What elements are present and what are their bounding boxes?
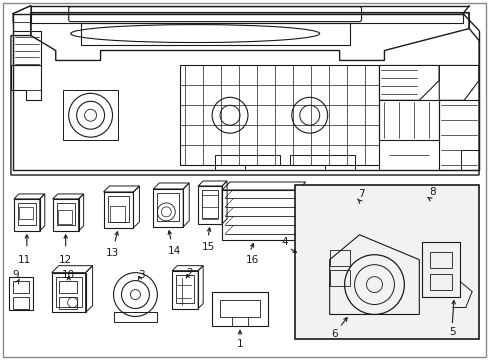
Bar: [172, 271, 198, 309]
Bar: [58, 210, 72, 224]
Bar: [212, 292, 267, 327]
Bar: [347, 203, 367, 225]
Bar: [419, 218, 432, 228]
Bar: [429, 274, 451, 289]
Text: 14: 14: [167, 246, 181, 256]
Bar: [198, 186, 222, 224]
Bar: [113, 312, 157, 323]
Bar: [13, 280, 29, 293]
Bar: [18, 203, 36, 225]
Bar: [107, 196, 129, 222]
Bar: [53, 199, 79, 231]
Bar: [180, 66, 379, 165]
Bar: [329, 250, 349, 266]
Bar: [14, 199, 40, 231]
Bar: [52, 273, 85, 312]
Bar: [176, 275, 194, 302]
Bar: [419, 205, 432, 215]
Bar: [294, 185, 478, 339]
Bar: [81, 23, 349, 45]
Bar: [222, 190, 297, 240]
Text: 16: 16: [245, 255, 258, 265]
Bar: [429, 252, 451, 268]
Text: 7: 7: [358, 189, 364, 199]
Bar: [59, 280, 77, 293]
Bar: [157, 193, 179, 221]
Text: 2: 2: [185, 267, 192, 278]
Text: 5: 5: [448, 328, 455, 337]
Text: 12: 12: [59, 255, 72, 265]
Text: 1: 1: [236, 339, 243, 350]
Bar: [220, 300, 260, 318]
Bar: [416, 201, 436, 223]
Bar: [412, 197, 440, 229]
Bar: [153, 189, 183, 227]
Text: 11: 11: [18, 255, 31, 265]
Bar: [103, 192, 133, 228]
Text: 4: 4: [281, 237, 287, 247]
Bar: [202, 190, 218, 218]
Bar: [343, 199, 371, 231]
Bar: [57, 203, 75, 225]
Text: 8: 8: [428, 187, 435, 197]
Text: 15: 15: [201, 242, 214, 252]
Bar: [56, 276, 81, 306]
Bar: [59, 297, 77, 309]
Bar: [422, 242, 459, 297]
Text: 3: 3: [138, 270, 144, 280]
Bar: [329, 270, 349, 285]
Bar: [109, 206, 125, 222]
Text: 6: 6: [331, 329, 337, 339]
Text: 9: 9: [13, 270, 19, 280]
Bar: [9, 276, 33, 310]
Text: 13: 13: [106, 248, 119, 258]
Bar: [19, 207, 33, 219]
Text: 10: 10: [62, 270, 75, 280]
Bar: [13, 297, 29, 309]
